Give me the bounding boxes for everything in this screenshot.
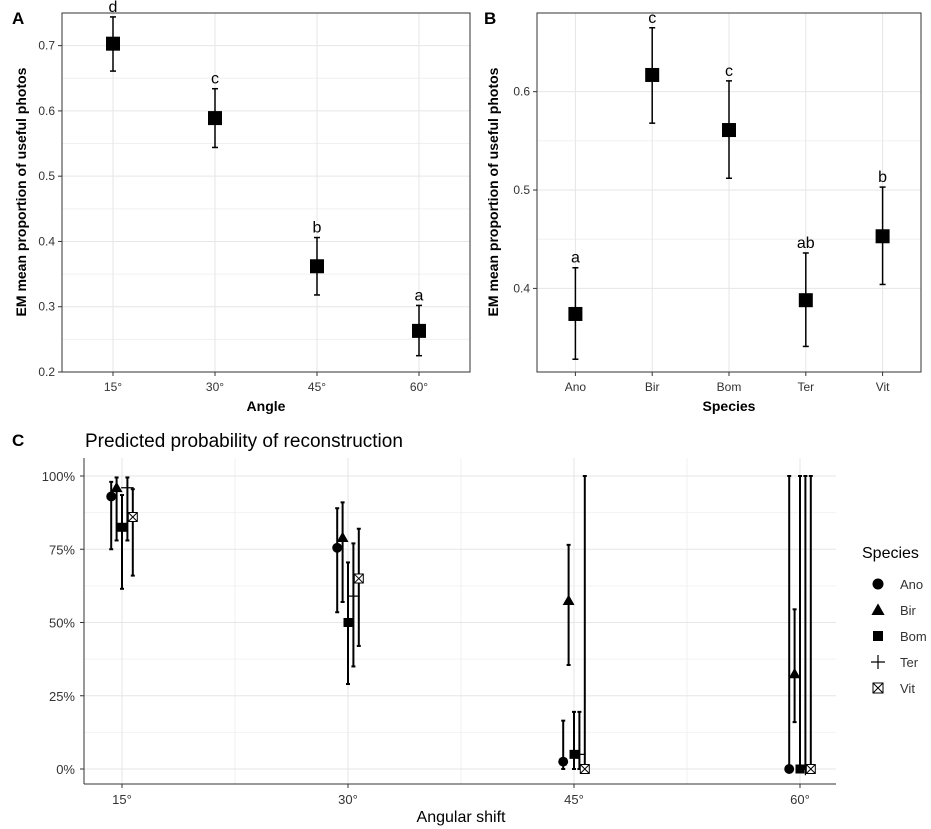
b-point bbox=[798, 293, 813, 308]
c-x-tick-label: 15° bbox=[112, 792, 132, 807]
panel-a-y-axis-title: EM mean proportion of useful photos bbox=[13, 67, 29, 316]
legend-label-bir: Bir bbox=[900, 603, 917, 618]
c-x-tick-label: 60° bbox=[790, 792, 810, 807]
c-point-bir bbox=[562, 594, 575, 605]
b-significance-letter: b bbox=[878, 169, 887, 186]
a-point bbox=[208, 111, 222, 126]
panel-b-y-axis-title: EM mean proportion of useful photos bbox=[485, 67, 501, 316]
b-x-tick-label: Bir bbox=[645, 380, 660, 394]
a-significance-letter: c bbox=[211, 71, 219, 88]
c-point-vit bbox=[579, 764, 590, 774]
a-significance-letter: d bbox=[109, 0, 118, 16]
panel-b-label: B bbox=[484, 9, 496, 28]
b-point bbox=[722, 123, 736, 138]
legend-key-ano bbox=[872, 578, 884, 590]
panel-c-title: Predicted probability of reconstruction bbox=[85, 431, 403, 452]
b-significance-letter: c bbox=[648, 10, 656, 27]
a-x-tick-label: 60° bbox=[410, 380, 428, 394]
c-y-tick-label: 50% bbox=[49, 616, 75, 631]
c-point-bir bbox=[110, 481, 123, 493]
b-point bbox=[645, 67, 660, 82]
legend-key-vit bbox=[872, 682, 884, 694]
a-x-tick-label: 30° bbox=[206, 380, 224, 394]
panel-c-label: C bbox=[12, 431, 24, 450]
panel-c-plot-area bbox=[84, 458, 836, 784]
a-point bbox=[106, 36, 120, 51]
a-y-tick-label: 0.3 bbox=[38, 300, 55, 314]
a-point bbox=[310, 259, 324, 274]
b-x-tick-label: Bom bbox=[717, 380, 742, 394]
a-x-tick-label: 45° bbox=[308, 380, 326, 394]
b-x-tick-label: Vit bbox=[876, 380, 890, 394]
panel-b-chart: B a c c ab b 0.4 0.5 0.6 Ano Bir Bom Ter Vit Specie… bbox=[484, 9, 922, 414]
a-significance-letter: a bbox=[415, 287, 424, 304]
legend-label-vit: Vit bbox=[900, 681, 915, 696]
b-y-tick-label: 0.5 bbox=[513, 183, 530, 197]
c-y-tick-label: 100% bbox=[42, 469, 76, 484]
legend-key-ter bbox=[871, 655, 885, 669]
c-y-tick-label: 0% bbox=[56, 762, 75, 777]
panel-a-label: A bbox=[12, 9, 24, 28]
a-y-tick-label: 0.4 bbox=[38, 234, 55, 248]
c-point-vit bbox=[805, 764, 816, 774]
a-y-tick-label: 0.6 bbox=[38, 104, 55, 118]
c-point-bir bbox=[788, 667, 801, 679]
legend-label-ano: Ano bbox=[900, 577, 923, 592]
c-point-ter bbox=[347, 589, 360, 603]
c-point-ano bbox=[106, 491, 117, 502]
a-y-tick-label: 0.7 bbox=[38, 39, 55, 53]
c-point-ter bbox=[121, 481, 134, 495]
c-point-bom bbox=[343, 618, 353, 627]
b-point bbox=[875, 229, 890, 244]
a-y-tick-label: 0.5 bbox=[38, 169, 55, 183]
a-x-tick-label: 15° bbox=[104, 380, 122, 394]
b-point bbox=[568, 306, 583, 321]
panel-b-x-axis-title: Species bbox=[703, 398, 756, 414]
b-significance-letter: ab bbox=[797, 235, 815, 252]
a-panel-border bbox=[61, 12, 471, 373]
a-point bbox=[412, 323, 426, 338]
c-x-tick-label: 30° bbox=[338, 792, 358, 807]
b-y-tick-label: 0.6 bbox=[513, 85, 530, 99]
panel-a-plot-area bbox=[61, 12, 471, 373]
b-significance-letter: c bbox=[725, 63, 733, 80]
panel-a-chart: A d c b a 0.2 0.3 0.4 0.5 0.6 0.7 15° 30° 45° 60° An… bbox=[12, 0, 471, 414]
c-y-tick-label: 25% bbox=[49, 689, 75, 704]
legend-title: Species bbox=[862, 545, 919, 562]
legend-label-ter: Ter bbox=[900, 655, 919, 670]
b-panel-border bbox=[536, 12, 922, 373]
b-significance-letter: a bbox=[571, 250, 580, 267]
panel-a-x-axis-title: Angle bbox=[247, 398, 286, 414]
c-point-vit bbox=[353, 573, 364, 584]
legend-label-bom: Bom bbox=[900, 629, 927, 644]
panel-c-x-axis-title: Angular shift bbox=[417, 809, 506, 826]
legend-key-bom bbox=[873, 631, 883, 641]
c-x-tick-label: 45° bbox=[564, 792, 584, 807]
c-point-ter bbox=[573, 748, 586, 761]
legend-key-bir bbox=[871, 603, 885, 615]
panel-c-chart: C Predicted probability of reconstructio… bbox=[12, 431, 927, 826]
c-point-ano bbox=[784, 764, 795, 774]
c-y-tick-label: 75% bbox=[49, 542, 75, 557]
b-x-tick-label: Ano bbox=[565, 380, 587, 394]
panel-c-legend: Species Ano Bir Bom Ter Vit bbox=[862, 545, 927, 696]
a-significance-letter: b bbox=[313, 220, 322, 237]
a-y-tick-label: 0.2 bbox=[38, 365, 55, 379]
c-point-bom bbox=[117, 522, 127, 532]
b-y-tick-label: 0.4 bbox=[513, 281, 530, 295]
b-x-tick-label: Ter bbox=[797, 380, 814, 394]
c-point-vit bbox=[127, 512, 138, 523]
c-point-bir bbox=[336, 531, 349, 542]
c-point-ano bbox=[558, 756, 569, 767]
c-point-ano bbox=[332, 542, 343, 553]
